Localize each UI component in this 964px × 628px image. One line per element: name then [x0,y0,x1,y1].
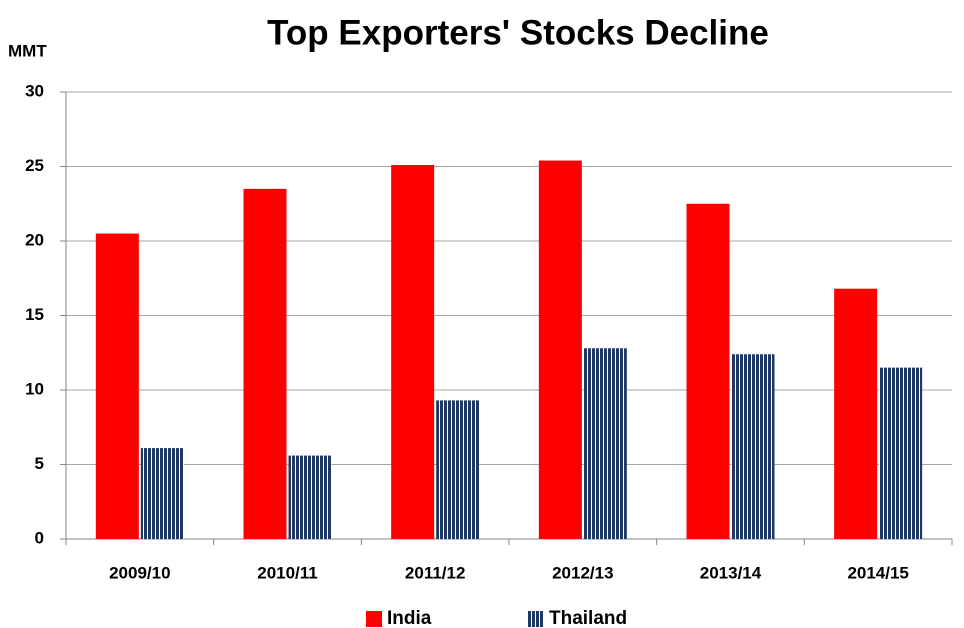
y-tick-label: 25 [25,156,44,175]
bar [95,233,139,540]
y-axis-label: MMT [8,41,47,60]
bar [583,348,627,539]
legend-label: India [387,608,432,628]
legend-label: Thailand [549,608,627,628]
x-tick-label: 2011/12 [405,563,466,582]
bar [391,165,435,539]
y-tick-label: 0 [35,528,44,547]
bar [436,400,480,539]
bar [243,188,287,539]
bar [538,160,582,540]
x-tick-label: 2014/15 [847,563,908,582]
x-tick-label: 2009/10 [109,563,170,582]
bar [834,288,878,539]
x-tick-label: 2012/13 [552,563,613,582]
bar [731,354,775,539]
x-tick-label: 2013/14 [700,563,762,582]
bar [288,455,332,539]
x-tick-label: 2010/11 [257,563,318,582]
y-tick-label: 20 [25,230,44,249]
y-tick-label: 10 [25,379,44,398]
chart-title: Top Exporters' Stocks Decline [267,13,769,52]
y-tick-label: 15 [25,305,44,324]
bar [686,203,730,539]
bar [140,448,184,539]
legend-swatch [528,611,544,627]
legend-swatch [366,611,382,627]
y-tick-label: 5 [35,454,44,473]
y-tick-label: 30 [25,81,44,100]
bar [879,367,923,539]
